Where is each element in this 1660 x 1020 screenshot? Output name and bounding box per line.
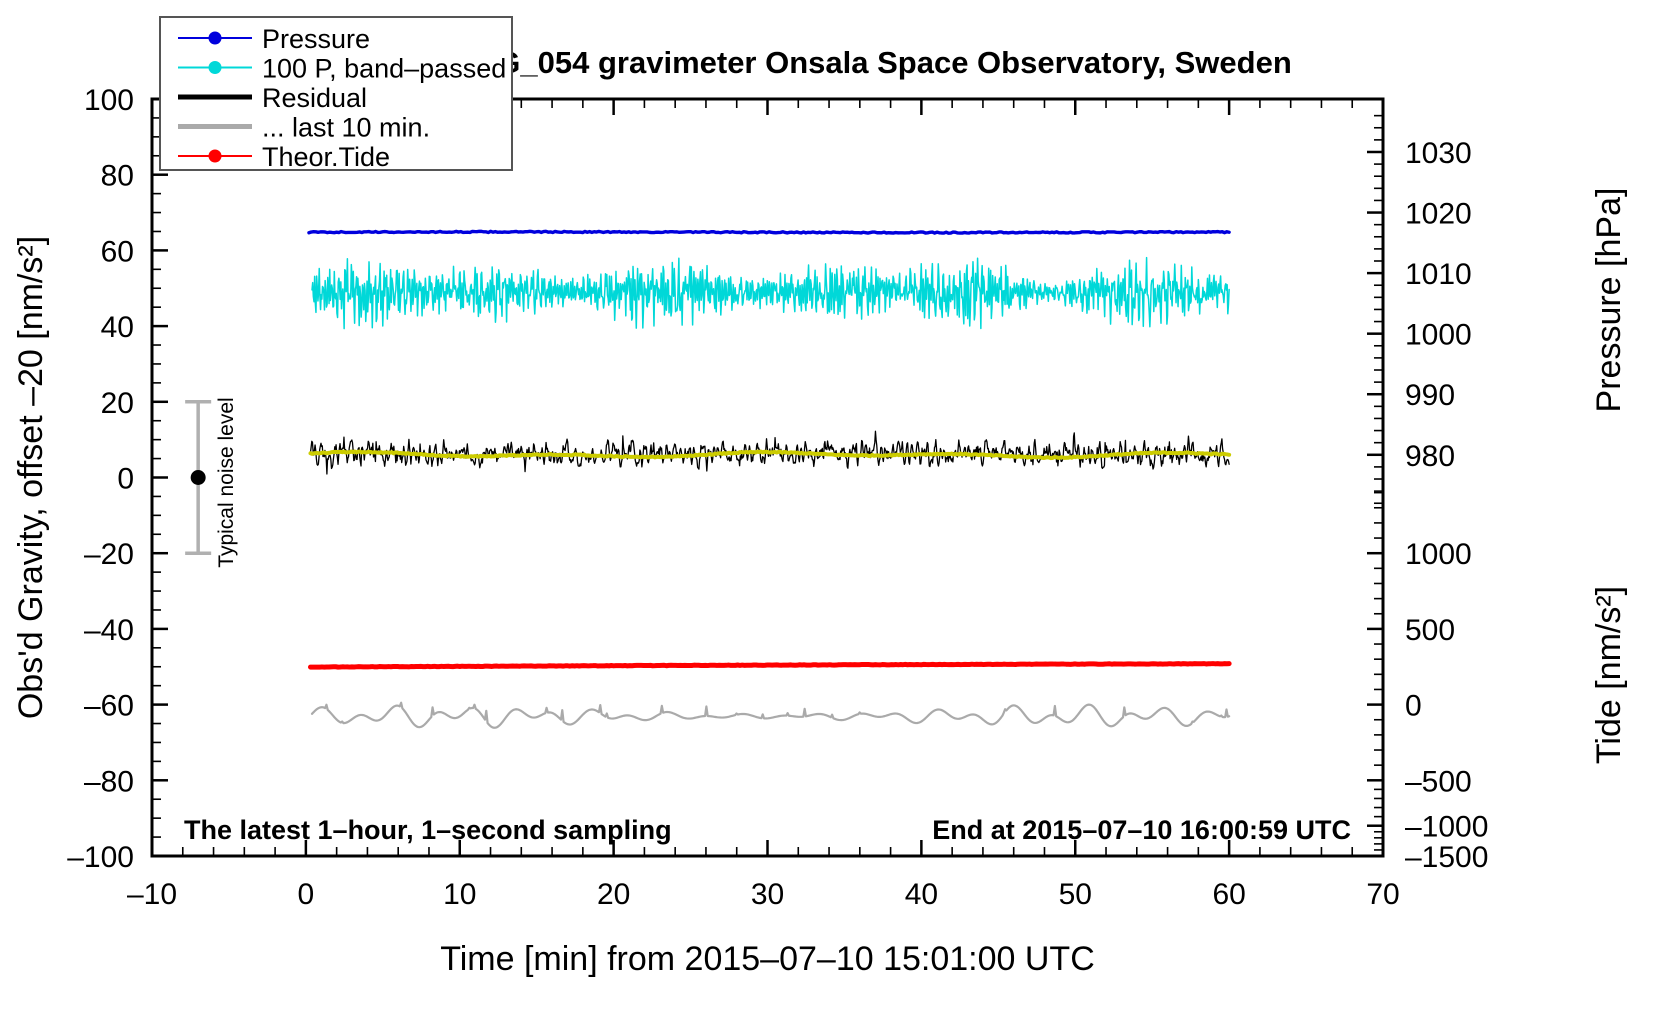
trace-residual: [309, 430, 1230, 475]
plot-frame: [150, 97, 1385, 858]
legend-label-2: Residual: [262, 83, 367, 113]
trace-100-p-band-passed: [311, 256, 1230, 330]
chart-title: SCG_054 gravimeter Onsala Space Observat…: [453, 45, 1292, 80]
tide-tick-label: –500: [1405, 765, 1472, 798]
xtick-label: 40: [905, 878, 938, 911]
xtick-label: 20: [597, 878, 630, 911]
x-axis-title: Time [min] from 2015–07–10 15:01:00 UTC: [440, 940, 1095, 978]
pressure-axis-title: Pressure [hPa]: [1590, 188, 1628, 413]
xtick-label: 50: [1059, 878, 1092, 911]
ytick-label: 100: [84, 84, 134, 117]
xtick-label: 0: [298, 878, 315, 911]
pressure-tick-label: 1010: [1405, 258, 1472, 291]
legend-marker-4: [208, 149, 222, 163]
ytick-label: –100: [67, 841, 134, 874]
noise-center-dot: [190, 470, 206, 485]
ytick-label: –80: [84, 765, 134, 798]
tide-tick-label: 1000: [1405, 538, 1472, 571]
trace-last-10-min: [310, 701, 1231, 729]
tide-tick-label: –1500: [1405, 841, 1488, 874]
pressure-tick-label: 1030: [1405, 137, 1472, 170]
tide-tick-label: –1000: [1405, 811, 1488, 844]
xtick-label: –10: [127, 878, 177, 911]
noise-level-label: Typical noise level: [215, 397, 238, 567]
legend-marker-0: [208, 31, 222, 45]
xtick-label: 10: [443, 878, 476, 911]
pressure-tick-label: 1020: [1405, 198, 1472, 231]
xtick-label: 60: [1212, 878, 1245, 911]
trace-pressure: [307, 229, 1231, 235]
annotation-bottom-right: End at 2015–07–10 16:00:59 UTC: [932, 815, 1351, 845]
tide-tick-label: 500: [1405, 614, 1455, 647]
xtick-label: 70: [1366, 878, 1399, 911]
pressure-tick-label: 980: [1405, 440, 1455, 473]
y-axis-title: Obs'd Gravity, offset –20 [nm/s²]: [12, 236, 50, 719]
ytick-label: 20: [101, 387, 134, 420]
trace-residual-smoothed: [308, 449, 1232, 461]
pressure-tick-label: 1000: [1405, 319, 1472, 352]
legend-marker-1: [208, 61, 222, 74]
ytick-label: –20: [84, 538, 134, 571]
legend-label-3: ... last 10 min.: [262, 113, 430, 143]
tide-axis-title: Tide [nm/s²]: [1590, 586, 1628, 764]
ytick-label: –40: [84, 614, 134, 647]
ytick-label: 40: [101, 311, 134, 344]
trace-theor-tide: [307, 661, 1232, 670]
ytick-label: 60: [101, 235, 134, 268]
pressure-tick-label: 990: [1405, 379, 1455, 412]
ytick-label: –60: [84, 690, 134, 723]
legend-label-0: Pressure: [262, 24, 370, 54]
annotation-bottom-left: The latest 1–hour, 1–second sampling: [184, 815, 672, 845]
tide-tick-label: 0: [1405, 690, 1422, 723]
legend-label-1: 100 P, band–passed: [262, 54, 506, 84]
ytick-label: 0: [117, 463, 134, 496]
xtick-label: 30: [751, 878, 784, 911]
ytick-label: 80: [101, 160, 134, 193]
legend-label-4: Theor.Tide: [262, 142, 390, 172]
